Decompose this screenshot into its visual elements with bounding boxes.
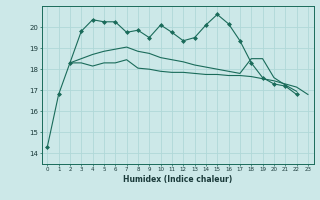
X-axis label: Humidex (Indice chaleur): Humidex (Indice chaleur)	[123, 175, 232, 184]
